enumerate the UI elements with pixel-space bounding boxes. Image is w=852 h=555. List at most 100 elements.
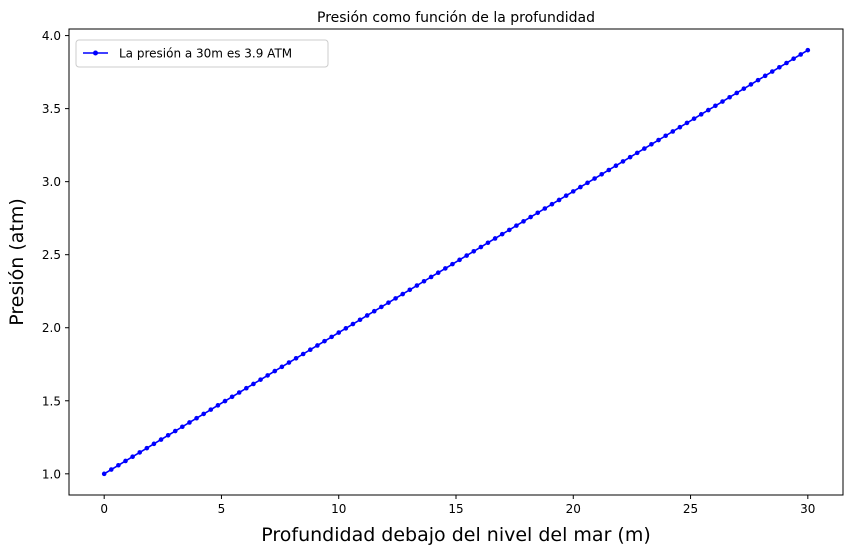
data-point — [535, 210, 541, 216]
series-line — [103, 49, 809, 475]
data-point — [137, 450, 143, 455]
data-point — [144, 445, 150, 451]
data-point — [713, 103, 718, 109]
y-tick-label: 2.0 — [42, 321, 61, 335]
data-point — [187, 420, 192, 425]
y-axis: 1.0 1.5 2.0 2.5 3.0 3.5 4.0 — [42, 29, 69, 481]
x-axis-label: Profundidad debajo del nivel del mar (m) — [261, 524, 651, 546]
data-point — [457, 257, 462, 263]
data-point — [350, 321, 356, 327]
data-point — [258, 377, 263, 382]
legend-entry: La presión a 30m es 3.9 ATM — [119, 47, 292, 61]
data-point — [670, 129, 676, 134]
data-point — [684, 120, 690, 126]
data-point — [244, 385, 249, 391]
data-point — [236, 390, 242, 395]
data-point — [492, 236, 498, 241]
data-point — [556, 197, 562, 203]
data-point — [386, 300, 391, 305]
data-point — [769, 69, 775, 74]
data-point — [570, 189, 576, 194]
data-point — [343, 326, 349, 331]
data-point — [499, 231, 505, 237]
data-point — [379, 304, 384, 310]
data-point — [180, 424, 185, 430]
data-point — [101, 471, 107, 477]
data-point — [791, 56, 796, 62]
data-point — [172, 428, 178, 434]
data-point — [777, 64, 782, 70]
data-point — [322, 338, 327, 344]
x-tick-label: 25 — [683, 502, 698, 516]
data-point — [151, 441, 157, 447]
data-point — [400, 291, 405, 297]
data-point — [663, 133, 668, 139]
data-point — [443, 266, 448, 271]
data-point — [300, 351, 306, 357]
data-point — [762, 73, 768, 79]
data-point — [606, 167, 612, 173]
data-point — [592, 176, 597, 181]
data-point — [471, 248, 477, 254]
y-tick-label: 2.5 — [42, 248, 61, 262]
data-point — [450, 261, 455, 267]
data-point — [627, 154, 633, 160]
data-point — [421, 278, 427, 284]
y-tick-label: 3.0 — [42, 175, 61, 189]
data-point — [215, 403, 221, 408]
data-point — [286, 360, 292, 365]
x-tick-label: 0 — [100, 502, 108, 516]
data-point — [414, 283, 420, 288]
data-point — [748, 82, 754, 87]
data-point — [784, 60, 789, 66]
data-point — [123, 458, 128, 464]
data-point — [272, 368, 278, 374]
data-point — [478, 244, 484, 250]
data-point — [798, 52, 804, 57]
data-point — [293, 355, 299, 361]
data-point — [201, 411, 206, 417]
data-point — [251, 381, 256, 387]
data-point — [130, 454, 135, 460]
data-point — [222, 398, 228, 404]
data-point — [521, 219, 526, 224]
x-tick-label: 20 — [566, 502, 581, 516]
data-point — [229, 394, 235, 400]
data-point — [265, 373, 270, 378]
plot-series — [101, 47, 811, 477]
data-point — [108, 467, 114, 472]
data-point — [613, 163, 619, 169]
x-tick-label: 10 — [331, 502, 346, 516]
y-tick-label: 1.0 — [42, 467, 61, 481]
data-point — [336, 330, 342, 335]
data-point — [720, 99, 725, 104]
data-point — [158, 437, 164, 442]
x-tick-label: 15 — [448, 502, 463, 516]
data-point — [407, 287, 413, 293]
x-axis: 0 5 10 15 20 25 30 — [100, 495, 815, 516]
data-point — [620, 159, 626, 164]
data-point — [308, 347, 313, 353]
data-point — [706, 107, 711, 113]
data-point — [634, 150, 640, 156]
y-tick-label: 4.0 — [42, 29, 61, 43]
data-point — [165, 433, 171, 438]
data-point — [549, 201, 555, 207]
data-point — [599, 171, 604, 177]
data-point — [507, 227, 512, 233]
data-point — [585, 180, 590, 186]
data-point — [542, 206, 548, 211]
data-point — [656, 137, 661, 143]
data-point — [805, 47, 811, 53]
data-point — [755, 77, 761, 83]
data-point — [194, 415, 199, 421]
data-point — [393, 296, 398, 301]
data-point — [649, 142, 654, 147]
y-tick-label: 3.5 — [42, 102, 61, 116]
chart-title: Presión como función de la profundidad — [317, 10, 595, 26]
data-point — [642, 146, 647, 151]
data-point — [357, 317, 363, 323]
data-point — [371, 308, 377, 314]
data-point — [727, 94, 732, 100]
